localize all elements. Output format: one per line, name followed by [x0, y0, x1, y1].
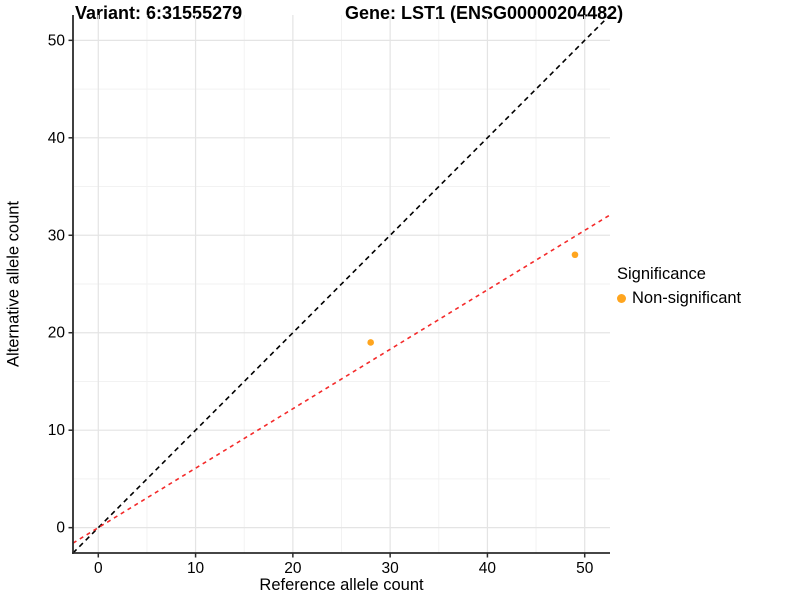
x-tick-label: 10: [187, 560, 205, 577]
plot-title-variant: Variant: 6:31555279: [75, 3, 243, 23]
y-tick-label: 10: [48, 422, 66, 439]
data-point: [367, 339, 374, 346]
y-tick-label: 30: [48, 227, 66, 244]
legend-item-label: Non-significant: [632, 289, 742, 307]
y-tick-label: 20: [48, 325, 66, 342]
y-tick-label: 40: [48, 130, 66, 147]
x-tick-label: 50: [576, 560, 594, 577]
x-tick-label: 0: [94, 560, 103, 577]
x-tick-label: 40: [479, 560, 497, 577]
legend-item-non-significant: Non-significant: [617, 289, 741, 308]
x-tick-label: 30: [382, 560, 400, 577]
y-tick-label: 0: [56, 520, 65, 537]
y-axis-title: Alternative allele count: [4, 200, 23, 368]
fit-line: [72, 214, 611, 544]
x-axis-title: Reference allele count: [259, 576, 424, 594]
legend-title: Significance: [617, 265, 706, 283]
y-tick-label: 50: [48, 32, 66, 49]
x-tick-label: 20: [284, 560, 302, 577]
legend-marker-icon: [617, 294, 626, 303]
plot-title-gene: Gene: LST1 (ENSG00000204482): [345, 3, 624, 23]
data-point: [571, 251, 579, 259]
identity-line: [72, 14, 611, 554]
legend: Significance Non-significant: [617, 265, 741, 308]
